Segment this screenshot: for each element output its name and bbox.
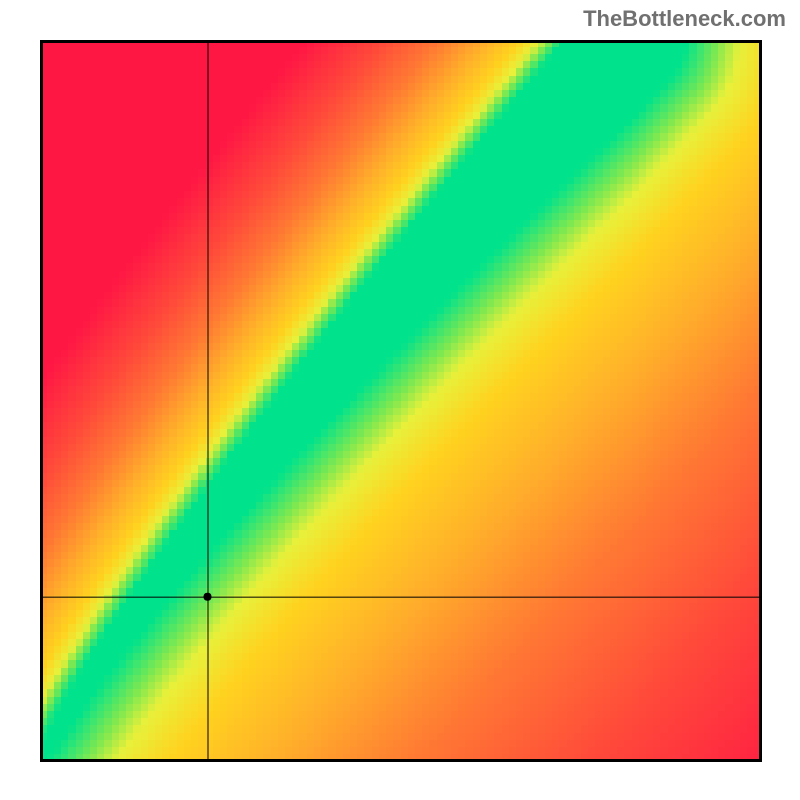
chart-container: { "watermark": { "text": "TheBottleneck.… [0, 0, 800, 800]
bottleneck-heatmap [40, 40, 762, 762]
watermark-text: TheBottleneck.com [583, 6, 786, 32]
